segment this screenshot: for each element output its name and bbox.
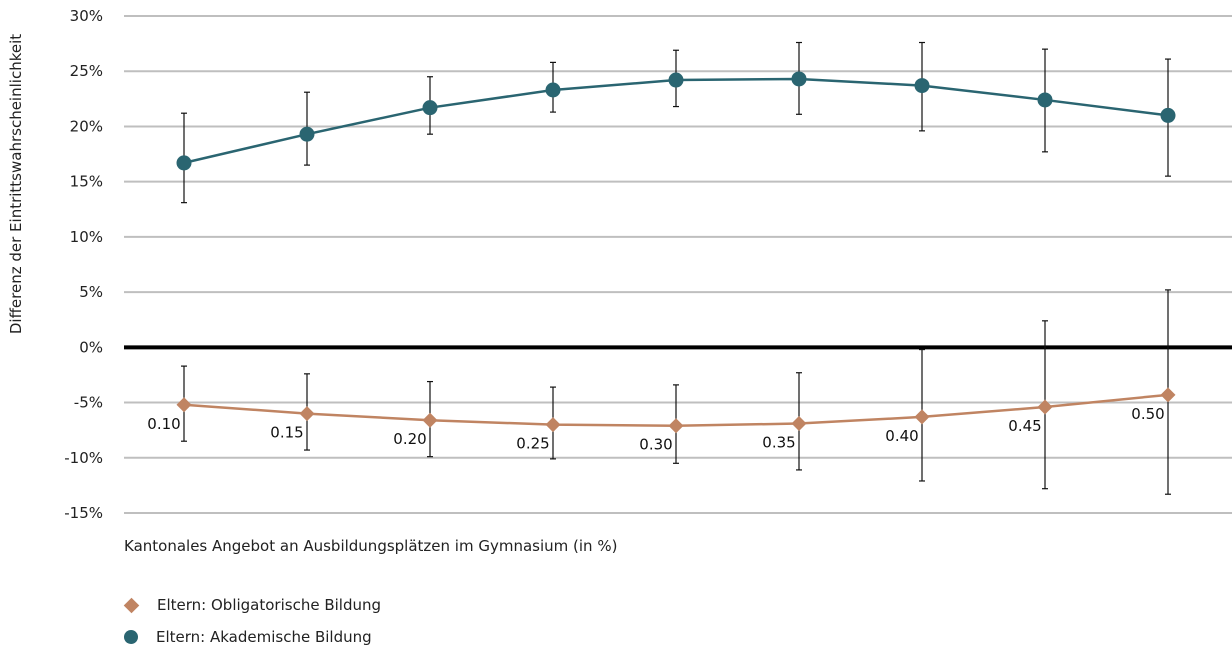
data-point xyxy=(1160,387,1176,403)
legend-item-obligatorische: Eltern: Obligatorische Bildung xyxy=(123,594,382,616)
data-point xyxy=(668,72,684,88)
data-point xyxy=(1037,399,1053,415)
x-category-label: 0.40 xyxy=(885,427,918,445)
y-tick-label: 20% xyxy=(70,117,103,135)
x-category-label: 0.20 xyxy=(393,430,426,448)
data-point xyxy=(668,418,684,434)
data-point xyxy=(422,100,438,116)
data-point xyxy=(545,417,561,433)
diamond-marker-icon xyxy=(123,597,140,613)
y-tick-label: 15% xyxy=(70,173,103,191)
data-point xyxy=(299,126,315,142)
x-category-label: 0.30 xyxy=(639,436,672,454)
x-category-label: 0.10 xyxy=(147,415,180,433)
data-point xyxy=(176,397,192,413)
chart: 30%25%20%15%10%5%0%-5%-10%-15% 0.10 0.15 0… xyxy=(7,7,1232,555)
x-category-label: 0.45 xyxy=(1008,417,1041,435)
y-axis-title: Differenz der Eintrittswahrscheinlichkei… xyxy=(7,34,25,334)
circle-marker-icon xyxy=(124,630,138,644)
y-tick-label: 30% xyxy=(70,7,103,25)
x-category-label: 0.35 xyxy=(762,434,795,452)
data-point xyxy=(914,78,930,94)
data-point xyxy=(791,71,807,87)
data-point xyxy=(914,409,930,425)
data-point xyxy=(176,155,192,171)
y-tick-label: 10% xyxy=(70,228,103,246)
y-tick-label: 25% xyxy=(70,62,103,80)
data-point xyxy=(791,416,807,432)
y-tick-label: 0% xyxy=(79,338,103,356)
legend-label: Eltern: Akademische Bildung xyxy=(156,628,372,646)
y-tick-label: 5% xyxy=(79,283,103,301)
series-markers xyxy=(176,71,1176,434)
x-category-label: 0.25 xyxy=(516,435,549,453)
legend-item-akademische: Eltern: Akademische Bildung xyxy=(124,626,381,648)
y-axis-ticks: 30% 25% 20% 15% 10% 5% 0% -5% -10% -15% xyxy=(64,7,103,522)
x-category-labels: 0.10 0.15 0.20 0.25 0.30 0.35 0.40 0.45 0.50 xyxy=(147,405,1164,454)
legend-label: Eltern: Obligatorische Bildung xyxy=(157,596,382,614)
data-point xyxy=(299,406,315,422)
series-lines xyxy=(183,77,1169,427)
x-axis-title: Kantonales Angebot an Ausbildungsplätzen… xyxy=(124,537,617,555)
legend: Eltern: Obligatorische Bildung Eltern: A… xyxy=(123,594,382,658)
y-tick-label: -10% xyxy=(64,449,103,467)
x-category-label: 0.50 xyxy=(1131,405,1164,423)
data-point xyxy=(1037,92,1053,108)
data-point xyxy=(1160,107,1176,123)
y-tick-label: -15% xyxy=(64,504,103,522)
data-point xyxy=(545,82,561,98)
x-category-label: 0.15 xyxy=(270,424,303,442)
y-tick-label: -5% xyxy=(74,394,103,412)
data-point xyxy=(422,412,438,428)
gridlines xyxy=(124,15,1232,514)
